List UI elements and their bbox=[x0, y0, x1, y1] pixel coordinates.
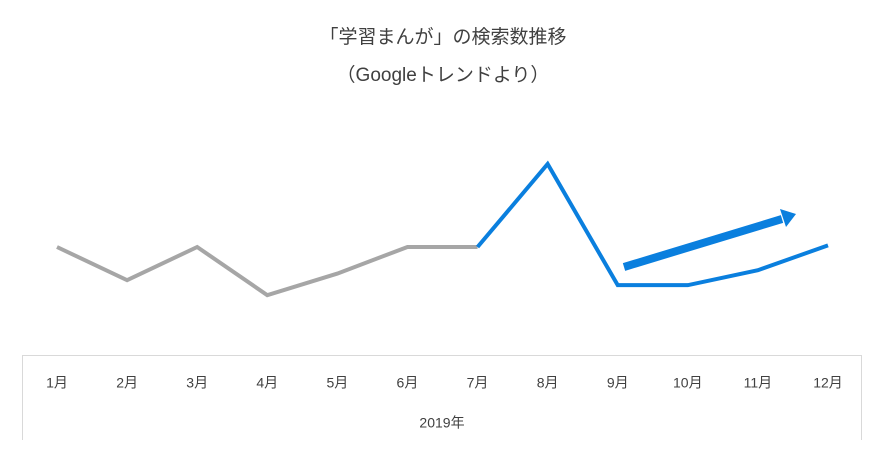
axis-box bbox=[22, 355, 862, 440]
x-axis-label: 2019年 bbox=[419, 415, 464, 431]
chart-subtitle: （Googleトレンドより） bbox=[337, 64, 550, 86]
line-series bbox=[476, 160, 829, 288]
x-tick-label: 10月 bbox=[673, 375, 703, 391]
trend-arrow bbox=[622, 209, 796, 271]
x-tick-label: 9月 bbox=[607, 375, 629, 391]
x-tick-label: 8月 bbox=[537, 375, 559, 391]
arrow-shaft bbox=[622, 215, 784, 271]
x-tick-label: 6月 bbox=[397, 375, 419, 391]
line-series bbox=[56, 244, 478, 298]
arrow-head bbox=[780, 209, 796, 227]
chart-title: 「学習まんが」の検索数推移 bbox=[319, 26, 566, 48]
x-tick-label: 2月 bbox=[116, 375, 138, 391]
x-tick-label: 4月 bbox=[256, 375, 278, 391]
x-tick-label: 12月 bbox=[813, 375, 843, 391]
x-tick-label: 7月 bbox=[467, 375, 489, 391]
x-tick-label: 1月 bbox=[46, 375, 68, 391]
x-tick-label: 3月 bbox=[186, 375, 208, 391]
x-tick-label: 11月 bbox=[744, 375, 773, 391]
x-tick-label: 5月 bbox=[326, 375, 348, 391]
